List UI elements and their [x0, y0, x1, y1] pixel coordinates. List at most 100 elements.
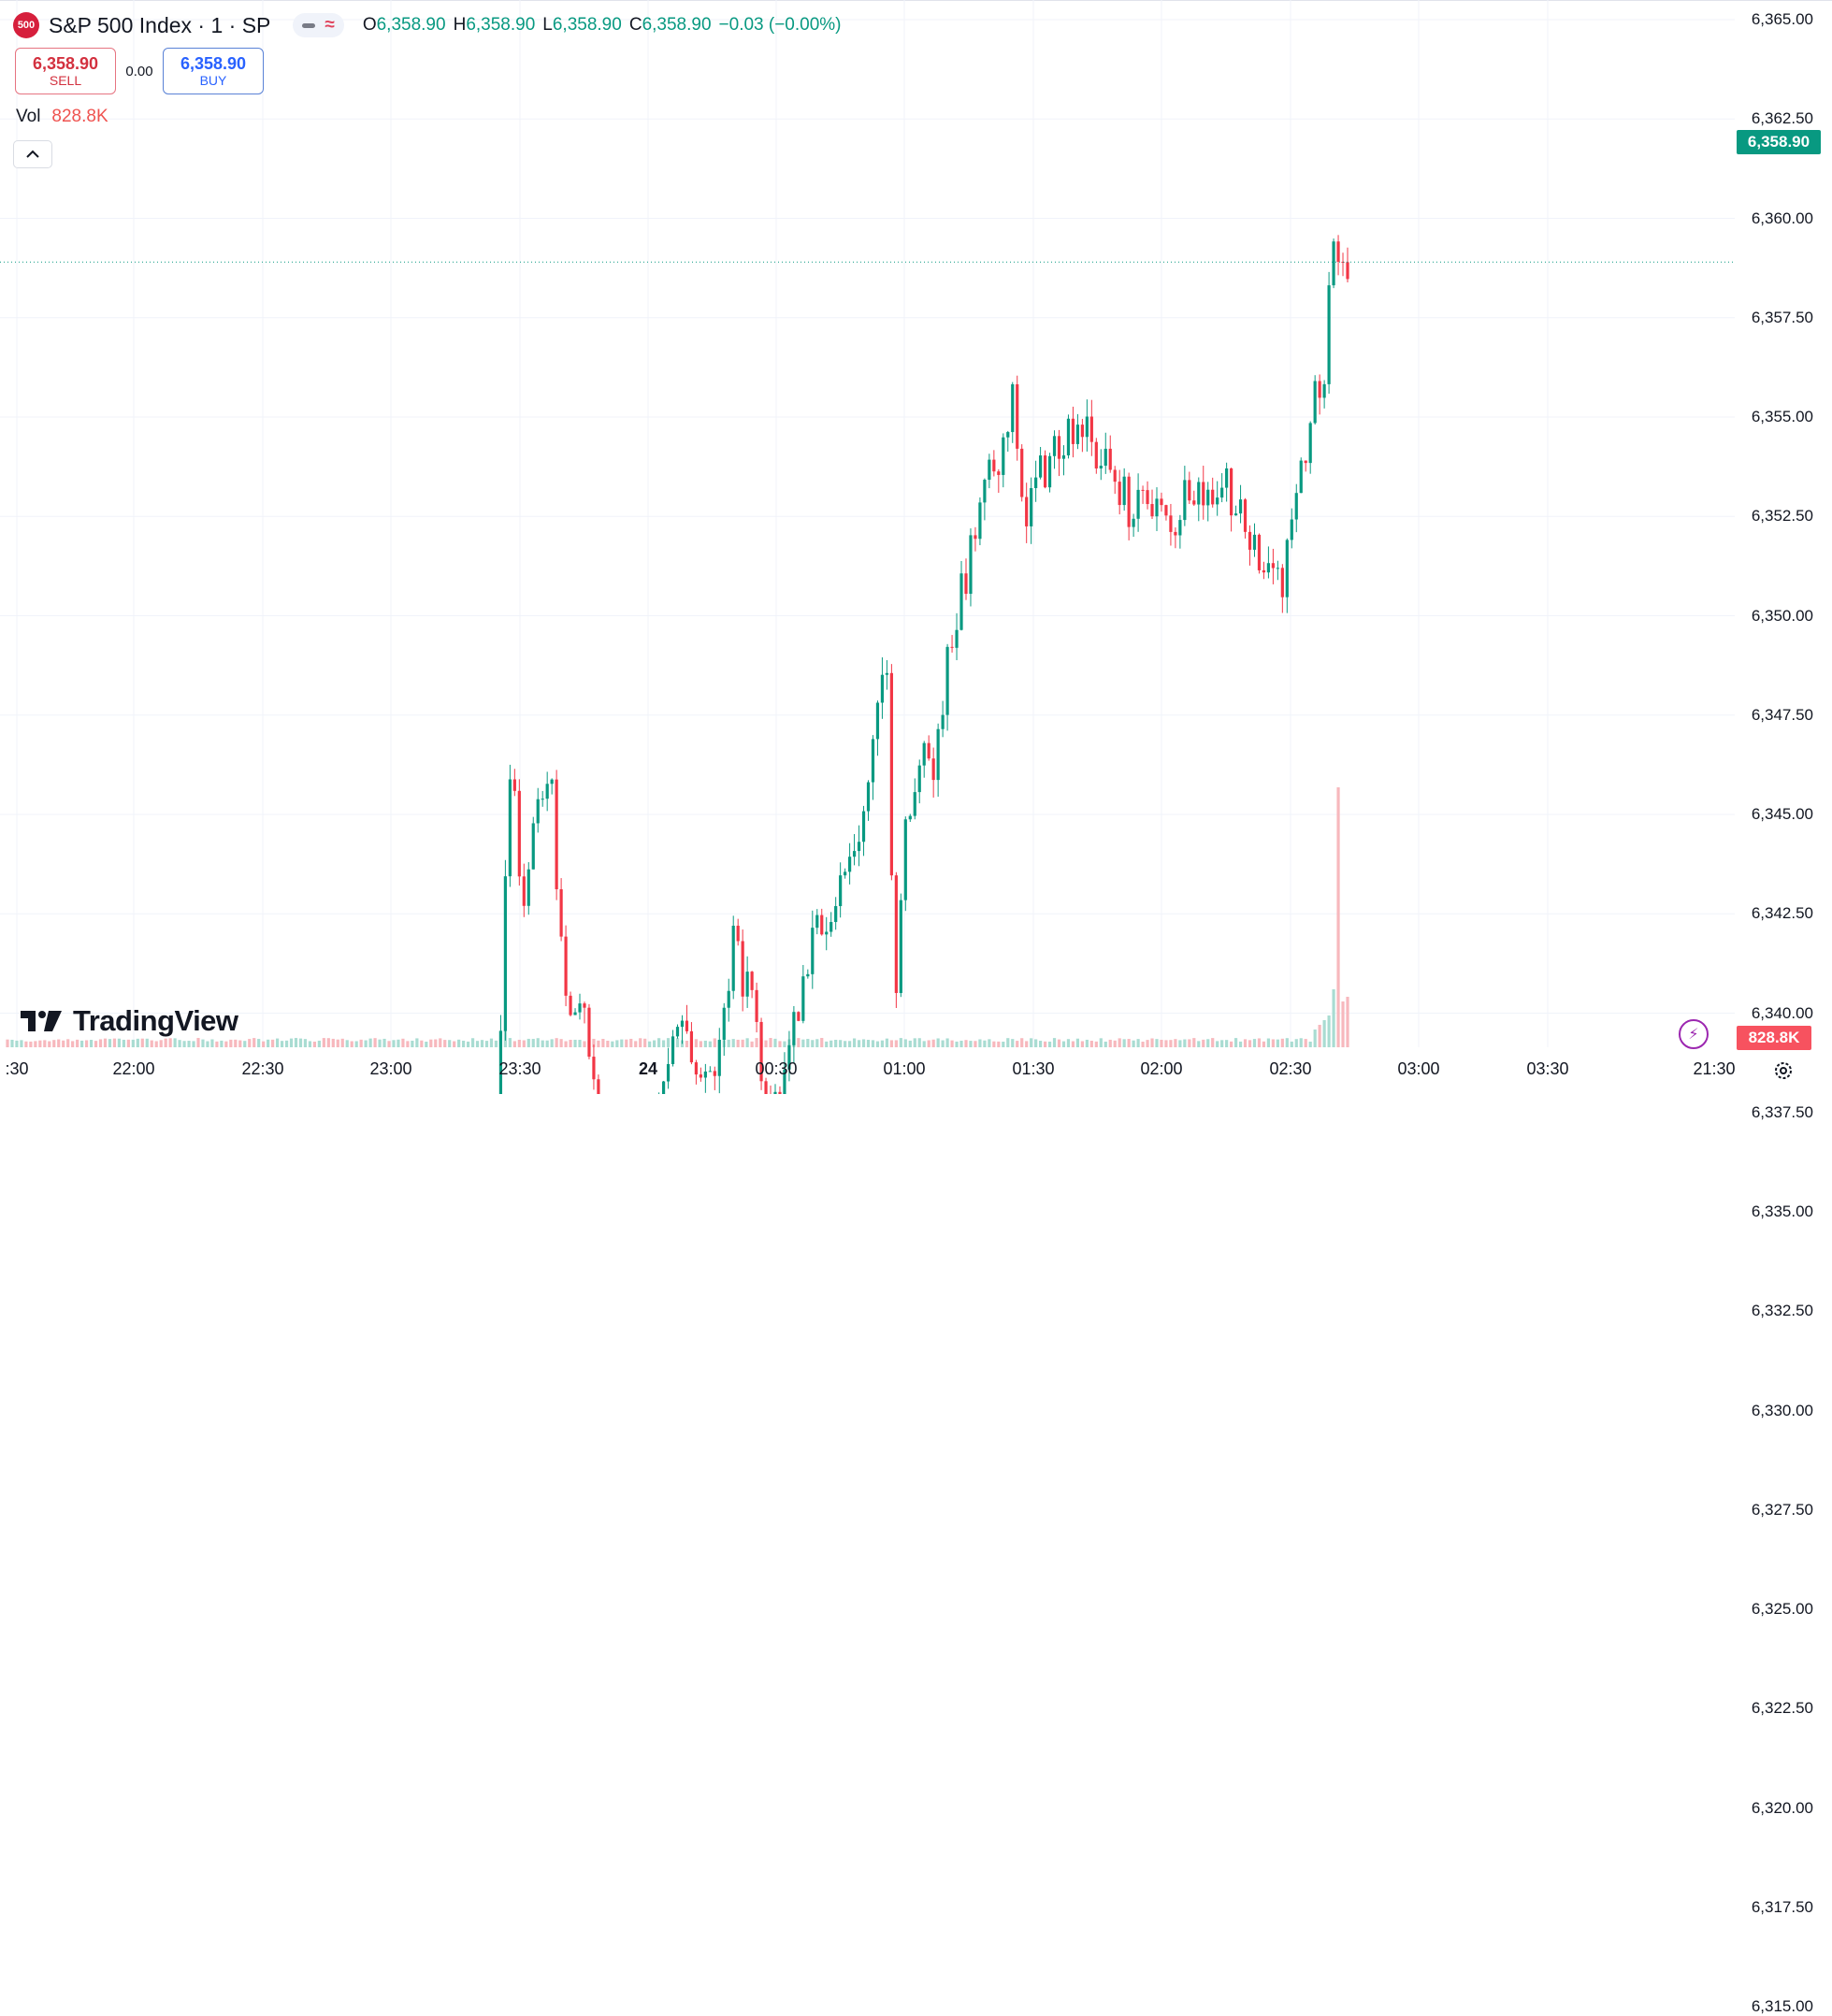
candlesticks	[498, 235, 1349, 1094]
candle-body	[1238, 499, 1243, 514]
candle-body	[750, 972, 754, 990]
volume-bar	[1266, 1038, 1271, 1047]
candle-body	[755, 989, 758, 1022]
volume-bar	[154, 1041, 158, 1047]
volume-legend[interactable]: Vol 828.8K	[16, 107, 108, 127]
volume-bar	[326, 1038, 330, 1047]
volume-bar	[597, 1040, 600, 1047]
volume-bar	[1089, 1041, 1093, 1047]
volume-bar	[71, 1041, 75, 1047]
candle-body	[839, 875, 843, 907]
candle-body	[1313, 381, 1317, 424]
volume-bar	[378, 1039, 382, 1047]
volume-bar	[1006, 1038, 1010, 1047]
volume-bar	[1160, 1039, 1163, 1047]
time-tick-label: 24	[638, 1059, 658, 1078]
candle-body	[1252, 534, 1257, 550]
volume-bar	[1202, 1039, 1205, 1047]
volume-bar	[1122, 1039, 1126, 1047]
candle-body	[1257, 534, 1262, 570]
volume-bar	[484, 1041, 489, 1047]
volume-bar	[541, 1040, 544, 1047]
gear-icon[interactable]	[1772, 1059, 1795, 1082]
volume-bar	[731, 1039, 735, 1047]
candle-body	[1047, 455, 1052, 488]
candle-body	[689, 1030, 694, 1063]
volume-bar	[10, 1039, 14, 1047]
volume-bar	[927, 1040, 930, 1047]
volume-bar	[401, 1038, 405, 1047]
candle-body	[834, 906, 838, 923]
volume-bar	[741, 1039, 744, 1047]
chart-type-pill[interactable]: ≈	[293, 13, 344, 37]
volume-bar	[1346, 997, 1349, 1047]
candle-body	[941, 714, 945, 729]
candle-body	[1174, 531, 1177, 536]
volume-bar	[1318, 1025, 1321, 1047]
volume-bar	[559, 1039, 563, 1047]
symbol-logo[interactable]: 500	[13, 12, 39, 38]
tradingview-logo[interactable]: TradingView	[21, 1004, 238, 1038]
volume-bar	[1252, 1039, 1257, 1047]
candle-body	[1160, 498, 1163, 506]
volume-bar	[136, 1038, 139, 1047]
buy-button[interactable]: 6,358.90 BUY	[163, 48, 264, 94]
volume-bar	[470, 1038, 475, 1047]
volume-bar	[508, 1038, 512, 1047]
volume-bar	[1016, 1041, 1019, 1047]
volume-bar	[913, 1038, 916, 1047]
candle-body	[699, 1074, 702, 1078]
volume-bar	[1220, 1040, 1224, 1047]
bolt-icon[interactable]: ⚡	[1679, 1019, 1709, 1049]
volume-bar	[1178, 1040, 1182, 1047]
candle-body	[1006, 432, 1010, 438]
sell-button[interactable]: 6,358.90 SELL	[15, 48, 116, 94]
candle-body	[908, 815, 912, 820]
candle-body	[922, 742, 926, 766]
volume-bar	[894, 1040, 898, 1047]
price-tick-label: 6,337.50	[1751, 1102, 1813, 1121]
candle-body	[903, 819, 907, 900]
volume-bar	[531, 1039, 535, 1047]
volume-bar	[917, 1038, 921, 1047]
collapse-legend-button[interactable]	[13, 140, 52, 168]
volume-bar	[778, 1041, 782, 1047]
candle-body	[587, 1007, 591, 1058]
candle-body	[773, 1091, 777, 1094]
volume-bar	[959, 1040, 963, 1047]
candle-body	[992, 459, 996, 472]
volume-bar	[243, 1041, 247, 1047]
candle-body	[1225, 468, 1229, 488]
volume-bar	[844, 1041, 847, 1047]
candle-body	[1011, 383, 1015, 433]
ohlc-readout: O6,358.90 H6,358.90 L6,358.90 C6,358.90 …	[363, 15, 842, 36]
volume-bar	[387, 1041, 391, 1047]
volume-bar	[736, 1039, 740, 1047]
volume-bar	[578, 1040, 582, 1047]
volume-bar	[601, 1039, 605, 1047]
price-chart[interactable]	[0, 0, 1832, 1094]
candle-body	[1290, 519, 1293, 540]
candle-body	[1233, 513, 1238, 516]
volume-bar	[639, 1038, 642, 1047]
minus-icon[interactable]	[302, 22, 316, 28]
candle-body	[1122, 476, 1126, 506]
volume-bar	[1299, 1038, 1303, 1047]
candle-body	[978, 502, 982, 540]
volume-bar	[801, 1039, 805, 1047]
candle-body	[1052, 436, 1057, 456]
approx-icon[interactable]: ≈	[325, 15, 335, 35]
price-tick-label: 6,355.00	[1751, 408, 1813, 425]
candle-body	[727, 990, 730, 1008]
candle-body	[675, 1027, 680, 1037]
symbol-title[interactable]: S&P 500 Index · 1 · SP	[49, 12, 271, 37]
candle-body	[685, 1020, 689, 1031]
time-tick-label: 01:30	[1012, 1059, 1055, 1078]
candle-body	[889, 672, 893, 876]
volume-bar	[615, 1040, 619, 1047]
candle-body	[880, 674, 885, 703]
candle-body	[597, 1079, 600, 1094]
candle-body	[1230, 468, 1233, 516]
volume-bar	[1164, 1040, 1168, 1047]
candle-body	[861, 811, 866, 842]
